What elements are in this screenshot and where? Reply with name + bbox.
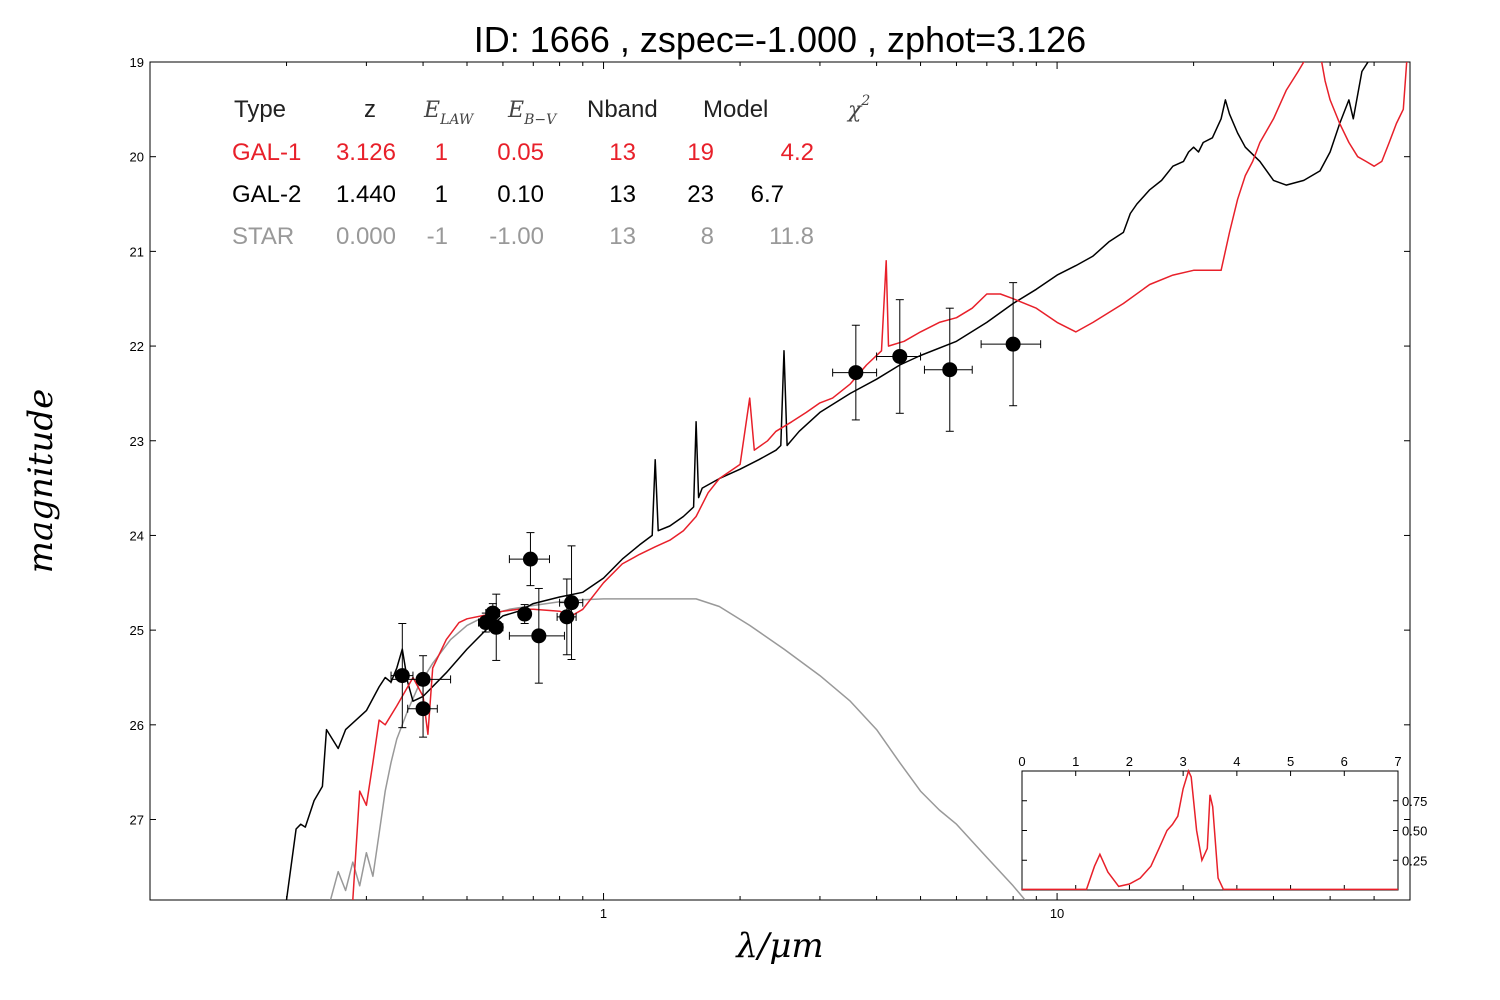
table-header-0: Type — [234, 96, 286, 123]
data-point-marker — [892, 348, 908, 364]
y-tick-label: 27 — [130, 813, 144, 828]
data-point — [508, 532, 550, 587]
table-cell: 0.000 — [336, 223, 396, 250]
chart-title: ID: 1666 , zspec=-1.000 , zphot=3.126 — [474, 19, 1086, 60]
data-point-marker — [559, 609, 575, 625]
y-tick-label: 25 — [130, 623, 144, 638]
table-cell: 0.10 — [497, 181, 544, 208]
data-point-marker — [485, 605, 501, 621]
y-tick-label: 26 — [130, 718, 144, 733]
photometry-points — [390, 282, 1042, 738]
series-line-star — [329, 598, 1026, 900]
data-point-marker — [517, 606, 533, 622]
table-cell: 13 — [609, 139, 636, 166]
data-point-marker — [522, 551, 538, 567]
x-tick-label: 10 — [1050, 906, 1064, 921]
table-header-5: Model — [703, 96, 768, 123]
table-cell: 3.126 — [336, 139, 396, 166]
table-cell: 23 — [687, 181, 714, 208]
table-header-subscript: B−V — [523, 112, 558, 128]
data-point — [876, 299, 922, 414]
table-cell: 11.8 — [769, 223, 814, 250]
inset-x-tick-label: 7 — [1394, 754, 1401, 769]
data-point-marker — [415, 671, 431, 687]
data-point-marker — [1005, 336, 1021, 352]
table-cell: -1.00 — [489, 223, 544, 250]
data-point — [923, 307, 973, 432]
data-point-marker — [488, 619, 504, 635]
y-tick-label: 19 — [130, 55, 144, 70]
table-header-subscript: LAW — [439, 112, 475, 128]
inset-x-tick-label: 0 — [1018, 754, 1025, 769]
x-axis-ticks: 1 10 — [149, 62, 1411, 921]
table-cell: 1 — [435, 139, 448, 166]
data-point — [488, 593, 504, 661]
table-cell: 0.05 — [497, 139, 544, 166]
inset-x-tick-label: 4 — [1233, 754, 1240, 769]
table-header-3: EB−V — [507, 98, 558, 128]
series-line-gal1 — [352, 62, 1408, 900]
y-axis-label: magnitude — [21, 389, 61, 574]
data-point — [559, 545, 584, 660]
x-tick-label: 1 — [600, 906, 607, 921]
table-header-1: z — [364, 96, 376, 123]
y-tick-label: 23 — [130, 434, 144, 449]
table-cell: 1.440 — [336, 181, 396, 208]
table-cell: 1 — [435, 181, 448, 208]
table-cell: STAR — [232, 223, 294, 250]
table-header-2: ELAW — [423, 98, 475, 128]
data-point — [980, 282, 1042, 407]
table-cell: 13 — [609, 223, 636, 250]
plot-frame — [149, 61, 1411, 901]
inset-line-layer — [1022, 768, 1398, 891]
table-cell: 13 — [609, 181, 636, 208]
y-tick-label: 20 — [130, 150, 144, 165]
data-point — [407, 679, 438, 738]
inset-frame — [1021, 770, 1399, 891]
inset-x-tick-label: 2 — [1126, 754, 1133, 769]
table-cell: GAL-1 — [232, 139, 301, 166]
data-point — [517, 604, 533, 625]
table-header-4: Nband — [587, 96, 658, 123]
x-axis-label: λ/μm — [734, 926, 823, 966]
table-cell: 8 — [701, 223, 714, 250]
inset-y-tick-label: 0.50 — [1402, 824, 1427, 839]
data-point — [832, 324, 878, 421]
data-point-marker — [848, 365, 864, 381]
data-point-marker — [531, 628, 547, 644]
fit-table: Type z ELAW EB−V Nband Model χ2 GAL-1 3.126 1 0.05… — [232, 93, 870, 250]
data-point-marker — [564, 595, 580, 611]
inset-x-tick-label: 1 — [1072, 754, 1079, 769]
inset-x-tick-label: 6 — [1341, 754, 1348, 769]
data-point — [556, 578, 577, 656]
data-point — [508, 587, 565, 684]
inset-y-tick-label: 0.25 — [1402, 853, 1427, 868]
y-tick-label: 22 — [130, 339, 144, 354]
data-point-marker — [394, 668, 410, 684]
table-cell: 4.2 — [781, 139, 814, 166]
inset-x-tick-label: 3 — [1180, 754, 1187, 769]
table-cell: 19 — [687, 139, 714, 166]
table-cell: GAL-2 — [232, 181, 301, 208]
data-point — [390, 623, 414, 729]
table-header-6: χ2 — [846, 93, 870, 123]
inset-series-line — [1022, 768, 1398, 891]
table-cell: -1 — [427, 223, 448, 250]
inset-x-tick-label: 5 — [1287, 754, 1294, 769]
inset-pdz: 0 1 2 3 4 5 6 7 0.25 0.50 0.75 — [1018, 754, 1427, 891]
inset-y-tick-label: 0.75 — [1402, 794, 1427, 809]
table-cell: 6.7 — [751, 181, 784, 208]
inset-ticks: 0 1 2 3 4 5 6 7 0.25 0.50 0.75 — [1018, 754, 1427, 890]
data-point — [390, 655, 452, 704]
data-point-marker — [415, 701, 431, 717]
table-header-superscript: 2 — [860, 93, 870, 109]
y-tick-label: 24 — [130, 528, 144, 543]
y-tick-label: 21 — [130, 244, 144, 259]
data-point-marker — [942, 362, 958, 378]
